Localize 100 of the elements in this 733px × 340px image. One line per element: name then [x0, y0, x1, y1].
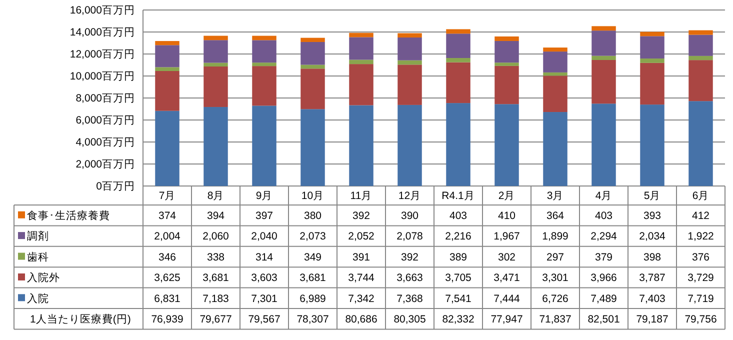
bar [349, 32, 374, 38]
text: 71,837 [539, 314, 572, 326]
data-label: 403 [449, 210, 468, 222]
data-label: 3,625 [154, 272, 181, 284]
bar [349, 60, 374, 64]
bar [640, 104, 664, 186]
data-label: 6,989 [300, 292, 326, 305]
bar [155, 45, 180, 68]
bar [446, 34, 470, 58]
data-label: 1,967 [494, 230, 520, 243]
bar [398, 33, 422, 38]
bar [349, 64, 374, 106]
data-label: 3,729 [688, 272, 714, 284]
data-label: 3,681 [300, 272, 326, 284]
bar [688, 60, 713, 102]
bar [300, 38, 325, 42]
x-tick-label: 12月 [398, 190, 422, 202]
bar [398, 37, 422, 60]
bar [640, 32, 664, 36]
data-label: 391 [352, 251, 370, 264]
bar [300, 64, 325, 69]
text: 80,686 [345, 314, 378, 326]
data-label: 390 [400, 210, 419, 222]
data-label: 3,744 [348, 272, 375, 284]
bar [640, 36, 664, 59]
x-tick-label: 8月 [207, 190, 224, 202]
data-label: 403 [594, 210, 613, 222]
data-label: 2,034 [639, 230, 666, 243]
x-tick-label: 11月 [350, 190, 372, 202]
text: 82,501 [588, 314, 620, 326]
bar [252, 106, 276, 186]
bar [155, 110, 180, 186]
data-label: 394 [206, 210, 225, 222]
legend-label: 調剤 [27, 230, 49, 243]
data-label: 314 [255, 251, 274, 264]
bar [349, 105, 374, 186]
bar [204, 62, 228, 66]
bar [252, 40, 276, 63]
bar [204, 106, 228, 186]
data-label: 398 [643, 251, 662, 264]
data-label: 410 [498, 210, 516, 222]
data-label: 2,004 [154, 230, 181, 243]
data-label: 6,831 [154, 292, 181, 305]
bar [543, 72, 568, 76]
bar [592, 30, 616, 56]
data-label: 2,294 [590, 230, 618, 243]
bar [398, 104, 422, 186]
data-label: 376 [692, 251, 710, 264]
data-label: 297 [546, 251, 564, 264]
y-tick-label: 12,000百万円 [70, 48, 135, 61]
data-label: 302 [498, 251, 516, 264]
legend-label: 入院 [27, 292, 49, 305]
bar [494, 62, 519, 66]
x-tick-label: 2月 [498, 190, 516, 202]
bar [494, 66, 519, 104]
bar [592, 60, 616, 104]
data-label: 3,603 [251, 272, 278, 284]
bar [252, 62, 276, 66]
bar [349, 37, 374, 60]
bar [204, 36, 228, 40]
x-tick-label: 10月 [301, 190, 324, 202]
bar [640, 58, 664, 63]
data-label: 3,705 [445, 272, 472, 284]
text: 78,307 [296, 314, 329, 326]
data-label: 7,301 [251, 292, 278, 305]
bar [592, 104, 616, 186]
data-label: 3,471 [494, 272, 520, 284]
bar [300, 68, 325, 110]
data-label: 338 [206, 251, 225, 264]
y-tick-label: 4,000百万円 [76, 136, 135, 149]
data-label: 349 [304, 251, 322, 264]
data-label: 1,922 [688, 230, 714, 243]
data-label: 2,040 [251, 230, 278, 243]
data-label: 389 [449, 251, 468, 264]
bar [543, 112, 568, 186]
data-label: 7,403 [639, 292, 666, 305]
data-label: 374 [158, 210, 176, 222]
data-label: 7,541 [445, 292, 472, 305]
bar [446, 58, 470, 62]
x-tick-label: 4月 [595, 190, 612, 202]
bar [155, 67, 180, 71]
bar [300, 42, 325, 65]
data-label: 2,073 [300, 230, 326, 243]
data-label: 2,052 [348, 230, 375, 243]
bar [398, 64, 422, 105]
bar [300, 109, 325, 186]
y-tick-label: 14,000百万円 [70, 26, 135, 39]
bar [398, 60, 422, 65]
y-tick-label: 0百万円 [96, 180, 135, 193]
text: 77,947 [490, 314, 523, 326]
bar [204, 40, 228, 63]
bar [688, 34, 713, 56]
bar [446, 29, 470, 34]
bar [494, 104, 519, 186]
text: 80,305 [394, 314, 426, 326]
data-label: 412 [692, 210, 710, 222]
bar [543, 48, 568, 52]
y-tick-label: 16,000百万円 [70, 4, 135, 17]
text: 1人当たり医療費(円) [30, 312, 131, 326]
data-label: 3,663 [396, 272, 424, 284]
